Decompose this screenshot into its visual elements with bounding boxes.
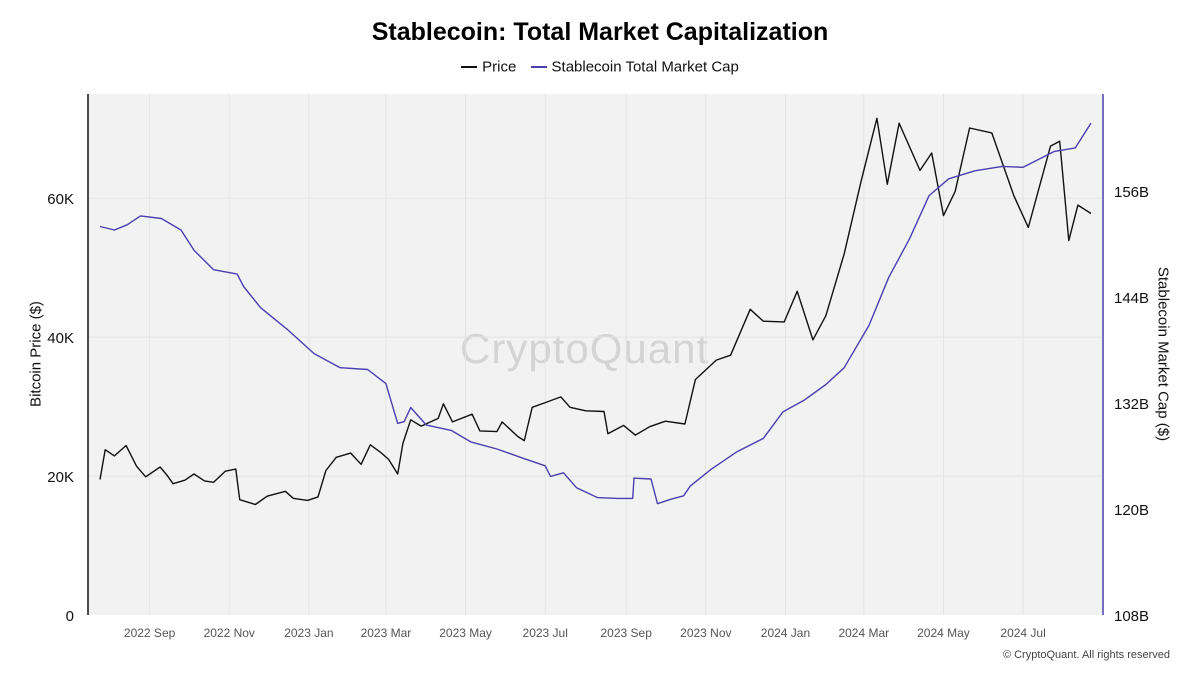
x-tick-label: 2022 Nov <box>204 626 255 640</box>
y-axis-left-label: Bitcoin Price ($) <box>27 301 45 407</box>
y-right-tick-label: 108B <box>1114 608 1149 625</box>
y-right-tick-label: 120B <box>1114 502 1149 519</box>
chart-title: Stablecoin: Total Market Capitalization <box>371 18 829 46</box>
y-right-tick-label: 156B <box>1114 184 1149 201</box>
legend-item-price[interactable]: Price <box>461 58 516 76</box>
y-axis-right-label: Stablecoin Market Cap ($) <box>1154 266 1172 442</box>
x-tick-label: 2023 Jul <box>523 626 568 640</box>
x-tick-label: 2023 Jan <box>284 626 333 640</box>
y-right-tick-label: 132B <box>1114 396 1149 413</box>
legend-label-price: Price <box>482 58 517 76</box>
y-left-tick-label: 40K <box>47 330 74 347</box>
y-left-tick-label: 20K <box>47 469 74 486</box>
x-tick-label: 2023 Nov <box>680 626 731 640</box>
y-right-tick-label: 144B <box>1114 290 1149 307</box>
price-series-line <box>99 117 1092 506</box>
y-left-tick-label: 0 <box>66 608 74 625</box>
copyright-notice: © CryptoQuant. All rights reserved <box>1002 649 1170 661</box>
legend-swatch-stablecoin <box>530 66 547 69</box>
x-tick-label: 2022 Sep <box>124 626 176 640</box>
x-tick-label: 2024 Jan <box>761 626 810 640</box>
legend-label-stablecoin: Stablecoin Total Market Cap <box>551 58 739 76</box>
legend-item-stablecoin[interactable]: Stablecoin Total Market Cap <box>530 58 739 76</box>
x-tick-label: 2023 Mar <box>361 626 412 640</box>
watermark: CryptoQuant <box>460 325 710 372</box>
x-tick-label: 2024 Mar <box>838 626 889 640</box>
stablecoin-market-cap-series-line <box>99 122 1092 505</box>
legend-swatch-price <box>461 66 478 69</box>
y-left-tick-label: 60K <box>47 191 74 208</box>
x-tick-label: 2023 May <box>439 626 492 640</box>
chart-legend: Price Stablecoin Total Market Cap <box>0 58 1200 76</box>
x-tick-label: 2024 Jul <box>1000 626 1045 640</box>
plot-area[interactable] <box>88 94 1103 615</box>
x-tick-label: 2023 Sep <box>600 626 652 640</box>
x-tick-label: 2024 May <box>917 626 970 640</box>
